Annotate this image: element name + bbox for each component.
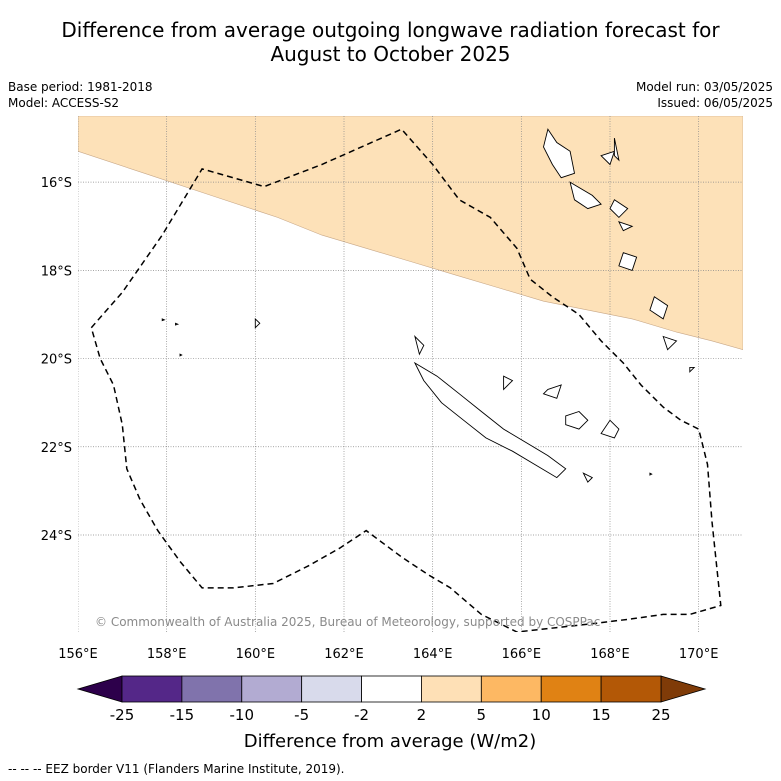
colorbar-bin-8 xyxy=(600,675,662,703)
island-13 xyxy=(649,296,669,320)
colorbar-bin-6 xyxy=(480,675,542,703)
y-tick-label: 24°S xyxy=(41,529,72,544)
colorbar-tick-label: 5 xyxy=(477,706,487,724)
attribution-text: © Commonwealth of Australia 2025, Bureau… xyxy=(95,615,600,629)
x-tick-label: 158°E xyxy=(147,647,187,662)
colorbar-tick-label: 15 xyxy=(592,706,611,724)
chart-title: Difference from average outgoing longwav… xyxy=(0,18,781,66)
island-9 xyxy=(569,181,602,210)
island-0 xyxy=(413,361,567,479)
model-run-text: Model run: 03/05/2025 xyxy=(635,80,773,94)
colorbar-tick-label: -25 xyxy=(110,706,135,724)
x-tick-label: 168°E xyxy=(590,647,630,662)
meta-right: Model run: 03/05/2025 Issued: 06/05/2025 xyxy=(636,79,773,111)
colorbar-bin-3 xyxy=(301,675,362,703)
colorbar-tick-label: -2 xyxy=(354,706,369,724)
island-5 xyxy=(582,472,594,483)
island-17 xyxy=(254,317,261,329)
meta-left: Base period: 1981-2018 Model: ACCESS-S2 xyxy=(8,79,153,111)
colorbar: -25 -15 -10 -5 -2 2 5 10 15 25 xyxy=(76,675,707,724)
island-10 xyxy=(609,199,629,219)
island-8 xyxy=(613,138,620,162)
island-19 xyxy=(175,322,180,326)
colorbar-bin-5 xyxy=(421,675,482,703)
colorbar-tick-label: -15 xyxy=(170,706,195,724)
colorbar-tick-label: -5 xyxy=(294,706,309,724)
x-tick-label: 166°E xyxy=(502,647,542,662)
island-2 xyxy=(542,384,562,399)
eez-legend-note: -- -- -- EEZ border V11 (Flanders Marine… xyxy=(8,762,345,776)
island-7 xyxy=(600,150,616,166)
colorbar-bin-7 xyxy=(540,675,602,703)
island-18 xyxy=(161,318,166,322)
y-tick-label: 16°S xyxy=(41,176,72,191)
x-tick-label: 160°E xyxy=(236,647,276,662)
colorbar-bin-2 xyxy=(241,675,303,703)
colorbar-tick-label: 25 xyxy=(651,706,670,724)
model-text: Model: ACCESS-S2 xyxy=(8,96,120,110)
base-period-text: Base period: 1981-2018 xyxy=(8,80,153,94)
island-14 xyxy=(662,335,678,351)
colorbar-tick-label: -10 xyxy=(230,706,255,724)
island-1 xyxy=(414,335,425,356)
title-line-2: August to October 2025 xyxy=(270,42,511,66)
colorbar-bin-1 xyxy=(181,675,243,703)
island-6 xyxy=(543,128,576,179)
x-tick-label: 170°E xyxy=(679,647,719,662)
y-tick-label: 18°S xyxy=(41,264,72,279)
colorbar-bin-4 xyxy=(361,675,422,703)
island-12 xyxy=(618,252,638,271)
y-tick-label: 22°S xyxy=(41,441,72,456)
island-3 xyxy=(565,410,589,430)
colorbar-extend-max xyxy=(660,675,707,703)
island-16 xyxy=(503,375,514,391)
title-line-1: Difference from average outgoing longwav… xyxy=(61,18,720,42)
colorbar-label: Difference from average (W/m2) xyxy=(244,731,536,752)
colorbar-extend-min xyxy=(76,675,123,703)
issued-text: Issued: 06/05/2025 xyxy=(657,96,773,110)
island-21 xyxy=(649,472,653,476)
axis-labels: 156°E 158°E 160°E 162°E 164°E 166°E 168°E 170°E… xyxy=(41,176,719,662)
x-tick-label: 162°E xyxy=(324,647,364,662)
island-20 xyxy=(179,353,183,357)
island-11 xyxy=(618,221,634,232)
x-tick-label: 164°E xyxy=(413,647,453,662)
colorbar-tick-label: 2 xyxy=(417,706,427,724)
eez-border xyxy=(90,128,722,632)
island-15 xyxy=(689,366,696,373)
anomaly-region-0 xyxy=(78,116,743,351)
colorbar-tick-label: 10 xyxy=(532,706,551,724)
x-tick-label: 156°E xyxy=(58,647,98,662)
colorbar-bin-0 xyxy=(121,675,183,703)
map-plot-area xyxy=(78,116,743,632)
y-tick-label: 20°S xyxy=(41,353,72,368)
island-4 xyxy=(600,419,620,439)
